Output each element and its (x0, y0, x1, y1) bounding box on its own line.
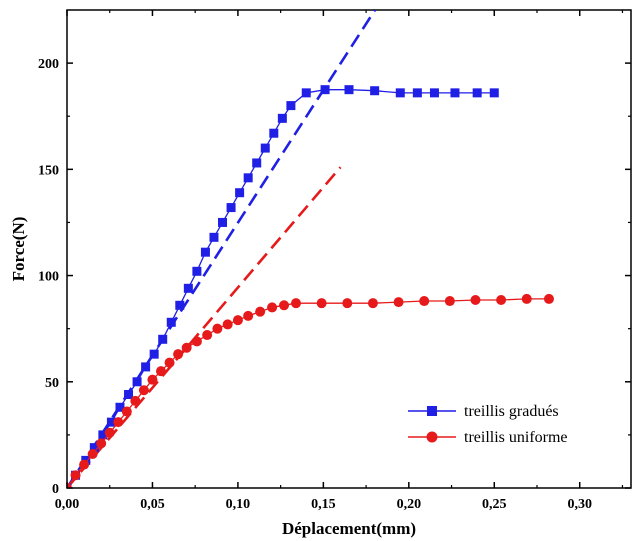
data-point-circle (393, 297, 404, 308)
data-point-circle (444, 296, 455, 307)
data-point-square (218, 217, 228, 227)
data-point-square (412, 88, 422, 98)
data-point-square (472, 88, 482, 98)
data-point-circle (79, 459, 90, 470)
reference-dashed-line (67, 166, 342, 488)
data-point-circle (267, 302, 278, 313)
x-tick-label: 0,05 (140, 497, 165, 512)
data-point-square (98, 430, 108, 440)
data-point-circle (121, 406, 132, 417)
data-point-square (301, 88, 311, 98)
x-tick-label: 0,30 (567, 497, 592, 512)
data-point-square (286, 101, 296, 111)
data-point-square (141, 362, 151, 372)
data-point-circle (291, 298, 302, 309)
data-point-circle (367, 298, 378, 309)
y-tick-label: 200 (38, 57, 59, 72)
data-point-circle (212, 323, 223, 334)
reference-dashed-line (67, 10, 377, 488)
x-axis-title: Déplacement(mm) (282, 519, 416, 538)
data-point-circle (164, 357, 175, 368)
data-point-square (429, 88, 439, 98)
data-point-square (209, 232, 219, 242)
data-point-square (124, 390, 134, 400)
y-tick-label: 150 (38, 163, 59, 178)
data-point-circle (243, 310, 254, 321)
y-tick-label: 100 (38, 270, 59, 285)
data-point-square (200, 247, 210, 257)
data-point-circle (316, 298, 327, 309)
data-point-circle (470, 294, 481, 305)
legend-label: treillis uniforme (464, 429, 568, 446)
data-point-square (158, 334, 168, 344)
data-point-circle (138, 385, 149, 396)
data-point-circle (156, 366, 166, 377)
data-point-circle (521, 293, 532, 304)
data-point-circle (104, 427, 115, 438)
y-tick-label: 50 (45, 376, 59, 391)
data-point-square (106, 417, 116, 427)
y-tick-label: 0 (52, 482, 59, 497)
legend-label: treillis gradués (464, 403, 559, 420)
data-point-square (149, 349, 159, 359)
x-tick-label: 0,00 (55, 497, 80, 512)
data-point-circle (496, 294, 507, 305)
data-point-square (166, 317, 176, 327)
data-point-circle (279, 300, 290, 311)
data-point-circle (202, 330, 213, 341)
data-point-square (252, 158, 262, 168)
data-point-circle (67, 483, 72, 488)
data-point-circle (232, 315, 243, 326)
data-point-circle (255, 306, 266, 317)
data-point-circle (342, 298, 353, 309)
data-point-square (183, 283, 193, 293)
y-axis-title: Force(N) (9, 217, 28, 282)
data-point-circle (113, 417, 124, 428)
data-point-square (115, 402, 125, 412)
data-point-circle (222, 319, 233, 330)
data-point-circle (96, 438, 107, 449)
data-point-square (192, 266, 202, 276)
series-line (67, 298, 549, 488)
data-point-square (395, 88, 405, 98)
data-point-square (226, 203, 236, 213)
data-point-square (175, 300, 185, 310)
data-point-square (269, 128, 279, 138)
data-point-square (132, 377, 142, 387)
data-point-square (344, 85, 354, 95)
data-point-circle (419, 296, 430, 307)
data-point-circle (87, 449, 98, 460)
data-point-square (243, 173, 253, 183)
data-point-circle (173, 349, 184, 360)
data-point-square (277, 113, 287, 123)
plot-frame (66, 9, 632, 489)
data-point-circle (191, 336, 202, 347)
data-point-square (489, 88, 499, 98)
x-tick-label: 0,25 (482, 497, 507, 512)
data-point-circle (70, 470, 81, 481)
data-point-circle (130, 395, 141, 406)
x-tick-label: 0,20 (397, 497, 422, 512)
data-point-square (235, 188, 245, 198)
data-point-square (260, 143, 270, 153)
data-point-circle (147, 374, 158, 385)
data-point-square (89, 443, 99, 453)
legend-marker-circle (426, 431, 438, 443)
data-point-circle (543, 293, 554, 304)
legend: treillis gradués treillis uniforme (408, 403, 568, 446)
data-point-square (320, 85, 330, 95)
data-point-circle (181, 342, 192, 353)
series-line (67, 89, 495, 488)
legend-marker-square (427, 406, 437, 416)
x-tick-label: 0,15 (311, 497, 336, 512)
data-point-square (370, 86, 380, 96)
data-point-square (450, 88, 460, 98)
x-tick-label: 0,10 (226, 497, 251, 512)
